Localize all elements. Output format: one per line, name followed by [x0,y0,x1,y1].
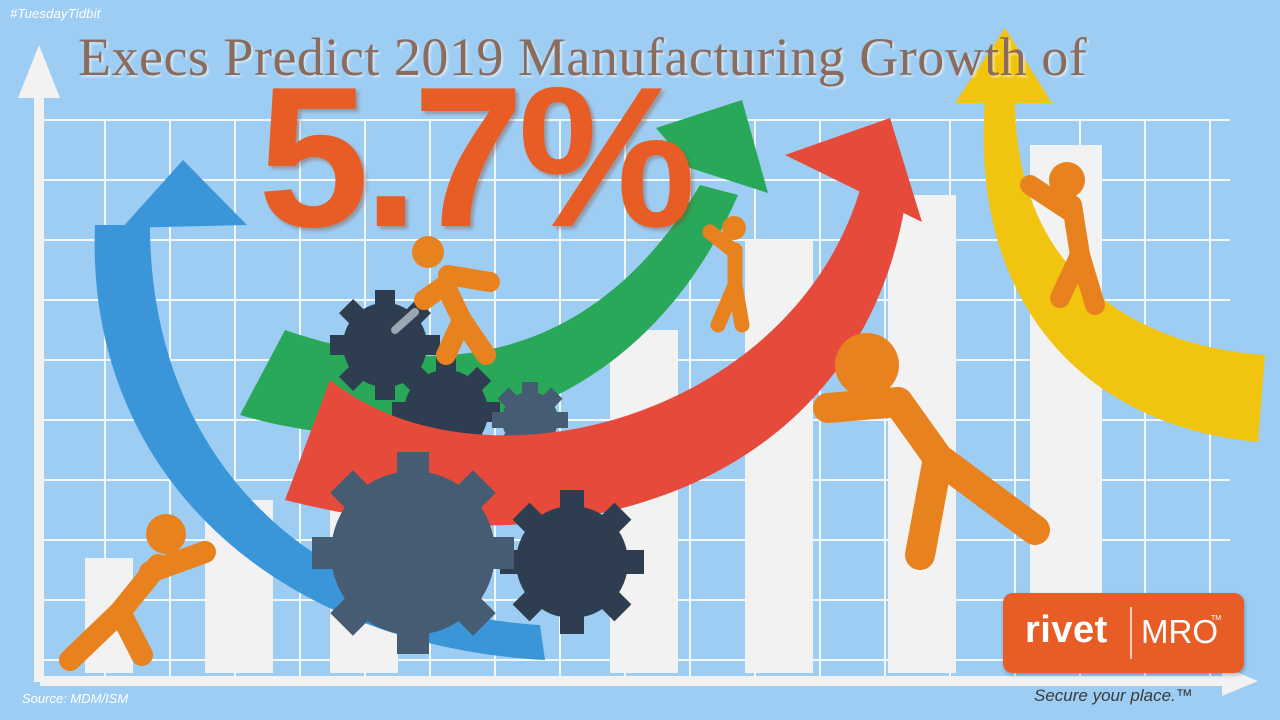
worker-figure-bottom-left [59,514,216,671]
yellow-arrow [955,28,1265,442]
red-arrow [285,118,922,526]
tagline: Secure your place.™ [1034,686,1193,705]
logo-rivet-text: rivet [1025,609,1108,651]
logo-mro-text: MRO [1141,613,1218,650]
blue-arrow [94,160,545,660]
growth-percentage: 5.7% [258,46,696,269]
logo-divider [1130,607,1132,659]
headline-title: Execs Predict 2019 Manufacturing Growth … [78,27,1088,87]
worker-figure-wrench [391,236,500,365]
hashtag-label: #TuesdayTidbit [10,6,101,21]
logo-trademark: TM [1211,615,1222,622]
chart-axes [18,45,1258,696]
rivet-mro-logo[interactable]: rivet MRO TM [1003,593,1244,673]
worker-figure-climbing [702,216,750,333]
worker-figure-pushing [813,333,1050,570]
worker-figure-top-right [1020,162,1105,315]
source-note: Source: MDM/ISM [22,691,129,706]
large-gears [312,452,644,654]
